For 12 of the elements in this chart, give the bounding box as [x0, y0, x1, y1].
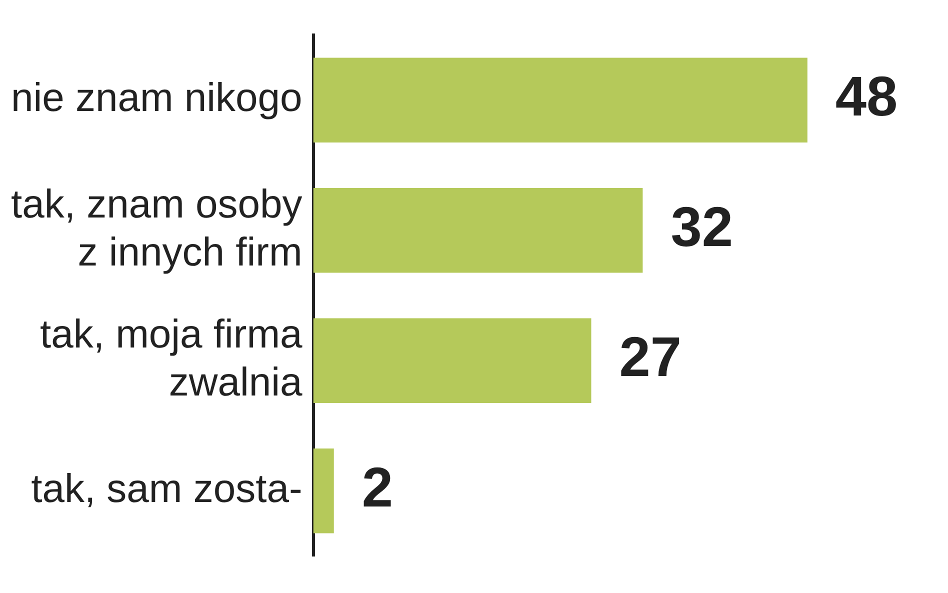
- bar: [313, 318, 592, 403]
- data-label: 2: [362, 455, 394, 518]
- y-tick-label: nie znam nikogo: [10, 76, 302, 120]
- data-label: 32: [670, 194, 733, 258]
- data-label: 48: [835, 64, 898, 128]
- y-tick-label: tak, moja firma zwalnia: [40, 312, 304, 405]
- y-tick-label: tak, znam osoby z innych firm: [11, 182, 302, 274]
- data-label: 27: [619, 325, 682, 388]
- bar: [313, 448, 334, 534]
- bar: [313, 58, 808, 142]
- y-tick-label: tak, sam zosta-: [31, 466, 302, 511]
- bar: [313, 188, 643, 273]
